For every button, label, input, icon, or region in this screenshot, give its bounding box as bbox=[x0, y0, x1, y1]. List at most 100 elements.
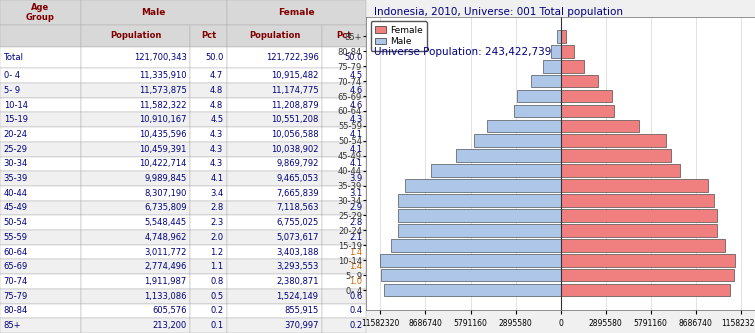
Bar bbox=[0, 230, 81, 245]
Bar bbox=[322, 98, 366, 112]
Text: 4.1: 4.1 bbox=[350, 160, 362, 168]
Text: 0.4: 0.4 bbox=[350, 306, 362, 315]
Bar bbox=[474, 135, 560, 147]
Text: 2.3: 2.3 bbox=[210, 218, 223, 227]
Text: 1,524,149: 1,524,149 bbox=[276, 292, 319, 301]
Bar bbox=[560, 120, 639, 132]
Text: 30-34: 30-34 bbox=[4, 160, 28, 168]
Bar bbox=[391, 239, 560, 252]
Text: 2.8: 2.8 bbox=[210, 203, 223, 212]
Bar bbox=[190, 289, 227, 304]
Bar bbox=[227, 157, 322, 171]
Legend: Female, Male: Female, Male bbox=[371, 21, 427, 51]
Bar bbox=[190, 25, 227, 47]
Text: 0.2: 0.2 bbox=[350, 321, 362, 330]
Bar bbox=[322, 245, 366, 259]
Text: 10,551,208: 10,551,208 bbox=[271, 115, 319, 124]
Bar bbox=[0, 83, 81, 98]
Text: 10,459,391: 10,459,391 bbox=[140, 145, 186, 154]
Text: 3.1: 3.1 bbox=[350, 189, 362, 198]
Text: 1.0: 1.0 bbox=[350, 277, 362, 286]
Bar bbox=[384, 284, 560, 296]
Text: 1.4: 1.4 bbox=[350, 262, 362, 271]
Bar bbox=[190, 274, 227, 289]
Bar bbox=[322, 171, 366, 186]
Bar bbox=[0, 98, 81, 112]
Bar bbox=[227, 318, 322, 333]
Bar bbox=[322, 157, 366, 171]
Bar bbox=[81, 127, 190, 142]
Text: 75-79: 75-79 bbox=[4, 292, 28, 301]
Text: 85+: 85+ bbox=[4, 321, 21, 330]
Bar bbox=[560, 60, 584, 73]
Text: 1,911,987: 1,911,987 bbox=[144, 277, 186, 286]
Text: 1.4: 1.4 bbox=[350, 248, 362, 257]
Bar bbox=[405, 179, 560, 192]
Bar bbox=[0, 68, 81, 83]
Bar bbox=[227, 171, 322, 186]
Text: 4.8: 4.8 bbox=[210, 86, 223, 95]
Bar bbox=[227, 230, 322, 245]
Bar bbox=[322, 112, 366, 127]
Bar bbox=[560, 105, 614, 117]
Bar bbox=[560, 254, 735, 266]
Text: 0.6: 0.6 bbox=[350, 292, 362, 301]
Bar bbox=[322, 83, 366, 98]
Bar bbox=[190, 200, 227, 215]
Bar bbox=[551, 45, 560, 58]
Text: 4.6: 4.6 bbox=[350, 86, 362, 95]
Text: 11,335,910: 11,335,910 bbox=[139, 71, 186, 80]
Text: 0.1: 0.1 bbox=[210, 321, 223, 330]
Text: 8,307,190: 8,307,190 bbox=[144, 189, 186, 198]
Text: Total: Total bbox=[4, 53, 23, 62]
Text: 10-14: 10-14 bbox=[4, 101, 28, 110]
Bar bbox=[322, 274, 366, 289]
Text: 605,576: 605,576 bbox=[153, 306, 186, 315]
Text: 10,435,596: 10,435,596 bbox=[139, 130, 186, 139]
Text: Population: Population bbox=[109, 31, 161, 40]
Bar bbox=[399, 194, 560, 207]
Text: 80-84: 80-84 bbox=[4, 306, 28, 315]
Bar bbox=[513, 105, 560, 117]
Bar bbox=[560, 45, 574, 58]
Bar bbox=[227, 68, 322, 83]
Bar bbox=[227, 200, 322, 215]
Bar bbox=[81, 112, 190, 127]
Bar bbox=[227, 142, 322, 157]
Bar bbox=[322, 186, 366, 200]
Bar bbox=[190, 112, 227, 127]
Text: 370,997: 370,997 bbox=[284, 321, 319, 330]
Text: 65-69: 65-69 bbox=[4, 262, 28, 271]
Text: 4.1: 4.1 bbox=[350, 145, 362, 154]
Bar bbox=[0, 289, 81, 304]
Bar bbox=[81, 142, 190, 157]
Bar bbox=[487, 120, 560, 132]
Text: 0- 4: 0- 4 bbox=[4, 71, 20, 80]
Text: 121,700,343: 121,700,343 bbox=[134, 53, 186, 62]
Text: 10,038,902: 10,038,902 bbox=[271, 145, 319, 154]
Bar bbox=[560, 284, 730, 296]
Bar bbox=[381, 269, 560, 281]
Text: Population: Population bbox=[249, 31, 300, 40]
Bar bbox=[0, 157, 81, 171]
Bar bbox=[81, 0, 227, 25]
Bar bbox=[0, 47, 81, 68]
Bar bbox=[322, 142, 366, 157]
Bar bbox=[322, 68, 366, 83]
Bar bbox=[543, 60, 560, 73]
Bar bbox=[560, 194, 714, 207]
Bar bbox=[81, 25, 190, 47]
Text: Male: Male bbox=[142, 8, 166, 17]
Text: 25-29: 25-29 bbox=[4, 145, 28, 154]
Bar bbox=[560, 269, 735, 281]
Bar bbox=[560, 150, 671, 162]
Bar bbox=[81, 83, 190, 98]
Text: 0.2: 0.2 bbox=[210, 306, 223, 315]
Text: 3.4: 3.4 bbox=[210, 189, 223, 198]
Bar bbox=[560, 135, 666, 147]
Bar bbox=[0, 142, 81, 157]
Bar bbox=[560, 209, 716, 222]
Bar bbox=[81, 245, 190, 259]
Text: 20-24: 20-24 bbox=[4, 130, 28, 139]
Bar bbox=[81, 186, 190, 200]
